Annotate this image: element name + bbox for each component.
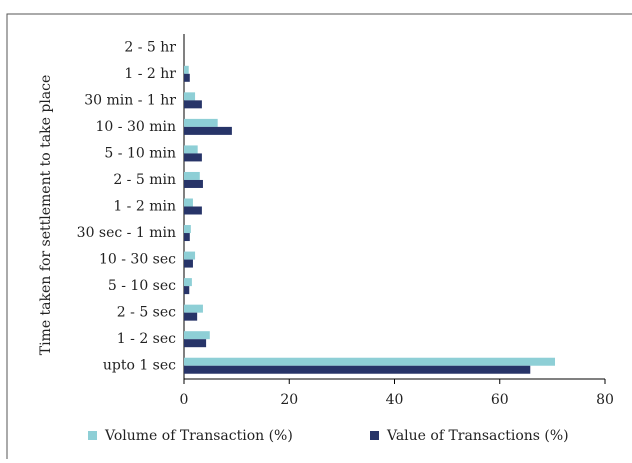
bar xyxy=(184,286,190,295)
y-tick-label: 5 - 10 sec xyxy=(108,278,176,294)
bar xyxy=(184,73,190,82)
y-axis-title: Time taken for settlement to take place xyxy=(38,75,54,356)
y-tick-label: upto 1 sec xyxy=(103,358,176,374)
legend-label: Value of Transactions (%) xyxy=(386,428,569,444)
x-tick-label: 20 xyxy=(280,392,298,408)
bar xyxy=(184,198,193,207)
bar xyxy=(184,357,556,366)
y-tick-label: 30 min - 1 hr xyxy=(84,92,176,108)
legend-label: Volume of Transaction (%) xyxy=(104,428,293,444)
bar xyxy=(184,304,203,313)
bar xyxy=(184,171,200,180)
bar xyxy=(184,100,202,109)
y-tick-label: 1 - 2 sec xyxy=(117,331,176,347)
y-tick-label: 1 - 2 min xyxy=(113,199,176,215)
bar xyxy=(184,251,196,260)
bar xyxy=(184,339,207,348)
bar xyxy=(184,206,202,215)
y-tick-label: 10 - 30 sec xyxy=(99,252,176,268)
bar xyxy=(184,153,202,162)
y-tick-label: 1 - 2 hr xyxy=(124,66,176,82)
x-tick-label: 40 xyxy=(386,392,404,408)
y-tick-label: 2 - 5 hr xyxy=(124,39,176,55)
bar xyxy=(184,225,191,234)
x-tick-label: 80 xyxy=(596,392,614,408)
bar xyxy=(184,65,189,74)
bar xyxy=(184,312,198,321)
bar xyxy=(184,331,210,340)
bar xyxy=(184,145,198,154)
bar xyxy=(184,278,192,287)
legend-swatch xyxy=(370,431,379,440)
bar xyxy=(184,179,203,188)
bar xyxy=(184,118,218,127)
bar xyxy=(184,259,193,268)
y-tick-label: 2 - 5 min xyxy=(113,172,176,188)
x-tick-label: 60 xyxy=(491,392,509,408)
frame xyxy=(6,13,632,459)
bar xyxy=(184,126,232,135)
x-tick-label: 0 xyxy=(180,392,189,408)
y-tick-label: 2 - 5 sec xyxy=(117,305,176,321)
legend-swatch xyxy=(88,431,97,440)
bar xyxy=(184,365,531,374)
y-tick-label: 30 sec - 1 min xyxy=(77,225,176,241)
bar xyxy=(184,233,190,242)
y-tick-label: 10 - 30 min xyxy=(96,119,176,135)
bar xyxy=(184,92,196,101)
y-tick-label: 5 - 10 min xyxy=(104,145,176,161)
